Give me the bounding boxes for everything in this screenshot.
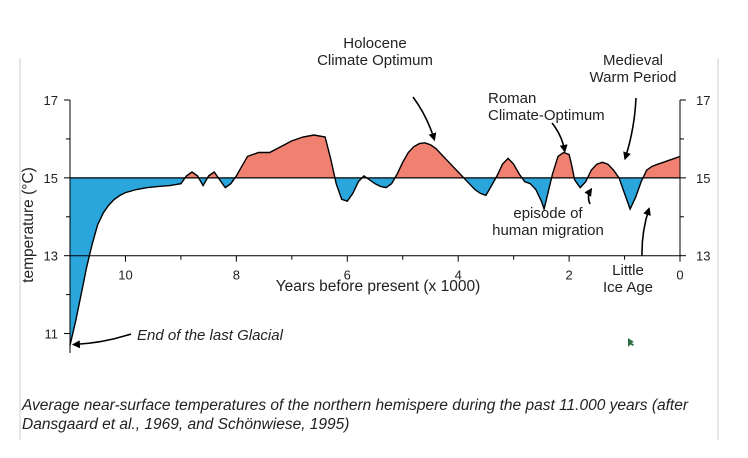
y-tick-label-left: 11 <box>45 327 59 342</box>
annotation-text-line: human migration <box>492 222 604 239</box>
area-above-baseline <box>70 135 680 178</box>
annotation-arrow <box>412 96 437 142</box>
ticks-layer: 11 13 15 17 13 15 17 10 8 6 4 2 0 <box>44 93 711 342</box>
y-tick-label-right: 17 <box>696 93 710 108</box>
series-line <box>69 134 681 346</box>
annotation-text-line: Climate Optimum <box>317 52 433 69</box>
annotation-text-line: episode of <box>513 205 583 222</box>
annotation-text-line: Medieval <box>603 52 663 69</box>
annotation-arrow <box>71 333 132 349</box>
annotation-text-line: Roman <box>488 90 536 107</box>
figure-caption: Average near-surface temperatures of the… <box>22 397 689 433</box>
x-tick-label: 6 <box>344 268 351 283</box>
annotation-text-line: Little <box>612 262 644 279</box>
x-tick-label: 0 <box>676 268 683 283</box>
annotation-arrow <box>584 187 593 205</box>
area-below-baseline <box>70 177 644 346</box>
y-tick-label-left: 17 <box>44 93 58 108</box>
x-tick-label: 8 <box>233 268 240 283</box>
annotation-arrow <box>623 97 637 161</box>
annotation-text-line: Ice Age <box>603 279 653 296</box>
y-tick-label-left: 15 <box>44 171 58 186</box>
annotation-text-line: Climate-Optimum <box>488 107 605 124</box>
x-axis-label: Years before present (x 1000) <box>276 278 481 295</box>
annotation-text-line: Warm Period <box>590 69 677 86</box>
x-tick-label: 4 <box>455 268 462 283</box>
annotation-text-line: End of the last Glacial <box>137 327 284 344</box>
annotation-end-of-last-glacial: End of the last Glacial <box>71 327 284 349</box>
y-tick-label-right: 15 <box>696 171 710 186</box>
annotation-arrow <box>551 122 568 153</box>
y-tick-label-left: 13 <box>44 249 58 264</box>
cursor-arrow-icon <box>628 338 634 347</box>
y-tick-label-right: 13 <box>696 249 710 264</box>
area-layer <box>69 134 681 346</box>
x-tick-label: 2 <box>565 268 572 283</box>
annotation-arrow <box>641 207 651 257</box>
y-axis-label: temperature (°C) <box>20 167 37 283</box>
annotation-text-line: Holocene <box>343 35 406 52</box>
x-tick-label: 10 <box>118 268 132 283</box>
